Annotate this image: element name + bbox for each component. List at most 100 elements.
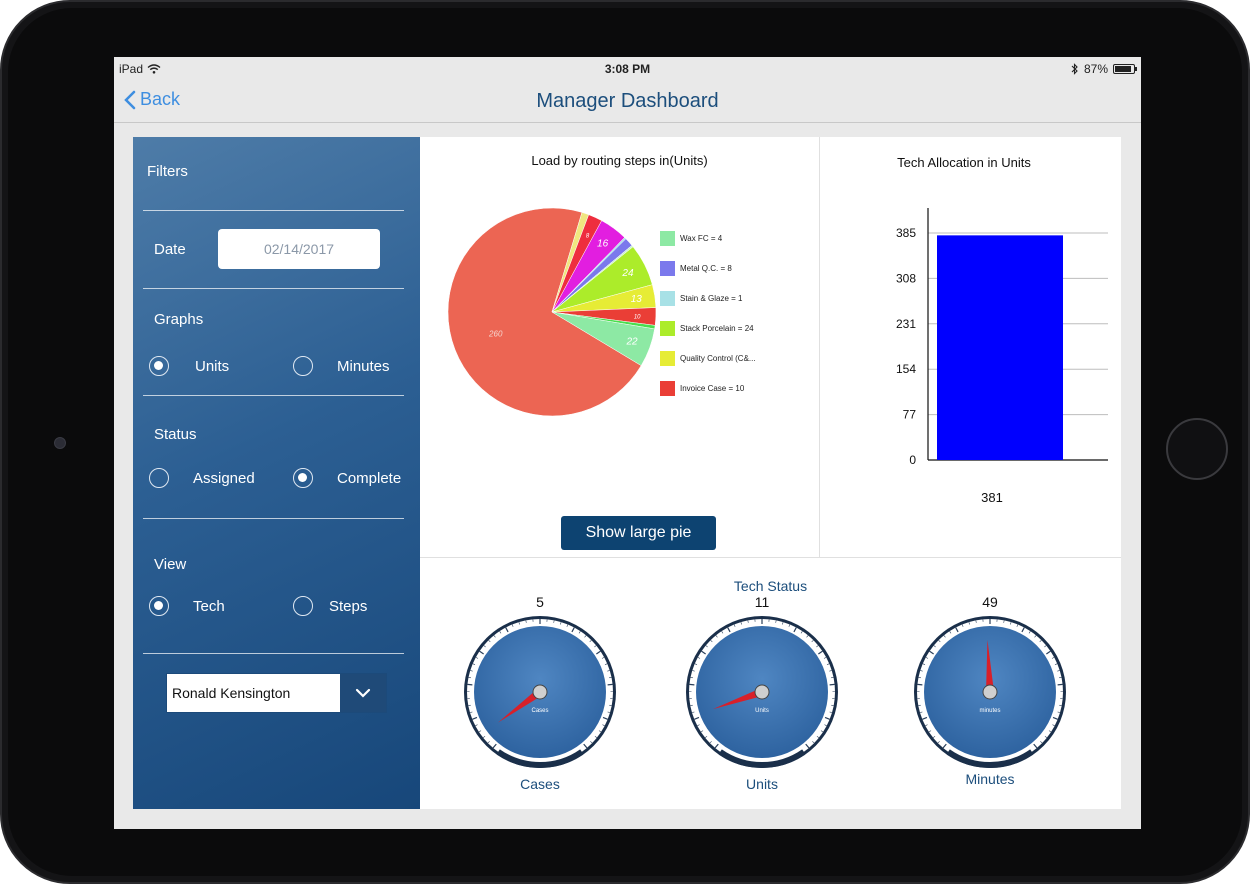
gauge-tick [692,670,695,672]
gauge-tick [709,741,712,744]
gauge-tick [488,639,491,643]
status-right: 87% [1071,62,1137,76]
date-input[interactable] [218,229,380,269]
gauge-tick [1054,663,1058,665]
radio-complete[interactable]: Complete [293,468,401,488]
date-label: Date [154,241,186,258]
gauge-tick [788,624,791,627]
gauge-center-label: Cases [531,708,548,714]
gauge-label: Units [746,776,778,792]
gauge-tick [475,724,478,727]
main-content: Load by routing steps in(Units) 260 8 16 24… [420,137,1121,809]
battery-icon [1113,64,1137,74]
radio-minutes[interactable]: Minutes [293,356,390,376]
gauge-tick [560,622,562,625]
show-large-pie-button[interactable]: Show large pie [561,516,716,550]
gauge-tick [701,650,706,655]
gauge-tick [1010,622,1012,625]
radio-tech[interactable]: Tech [149,596,225,616]
gauge-tick [607,670,610,672]
gauge-tick [812,741,815,744]
gauge-tick [925,724,928,727]
back-button[interactable]: Back [124,89,180,110]
legend-swatch [660,351,675,366]
gauge-tick [823,657,827,659]
pie-slice-label: 13 [631,294,643,305]
gauge-needle [986,640,994,693]
divider [143,288,404,289]
radio-label: Minutes [337,357,390,375]
gauge-tick [727,627,731,633]
gauge-tick [1016,624,1019,627]
divider [143,518,404,519]
gauge-gap [718,749,806,768]
gauge-label: Cases [520,776,560,792]
tech-select-toggle[interactable] [340,674,386,712]
gauge-tick [925,657,929,659]
gauge-tick [697,657,701,659]
gauge-tick [1044,735,1048,738]
y-tick-label: 154 [896,362,916,376]
gauge-tick [594,645,597,648]
gauge-tick [470,670,473,672]
radio-units[interactable]: Units [149,356,229,376]
pie-slice-label: 24 [621,268,634,279]
gauge-tick [816,735,820,738]
pie-slice-label: 16 [597,238,609,249]
gauge-tick [492,743,497,749]
gauge-dial: minutes [914,616,1066,768]
chevron-down-icon [355,688,371,698]
gauge-needle [497,688,543,723]
legend-label: Stain & Glaze = 1 [680,294,743,303]
gauge-tick [584,635,587,638]
gauge-hub [532,684,548,700]
gauge-tick [1044,645,1047,648]
radio-assigned[interactable]: Assigned [149,468,255,488]
wifi-icon [147,64,161,74]
gauge-tick [918,677,922,679]
gauge-tick [1057,711,1061,713]
pie-slice [551,311,655,366]
gauge-tick [479,650,484,655]
gauge-tick [607,683,613,686]
tech-select[interactable]: Ronald Kensington [166,673,387,713]
gauge-tick [1058,677,1062,679]
gauge-tick [583,743,588,749]
gauge-tick [829,711,833,713]
gauge-tick [811,639,814,643]
bluetooth-icon [1071,63,1078,75]
nav-bar: Back Manager Dashboard [114,81,1141,123]
gauge-tick [694,716,700,720]
radio-label: Complete [337,469,402,487]
gauge-tick [928,730,932,733]
divider [143,210,404,211]
gauge-tick [590,741,593,744]
pie-slice-label: 22 [625,336,638,347]
gauge-tick [499,631,502,634]
radio-circle [293,596,313,616]
gauge-tick [714,743,719,749]
gauge-tick [920,670,923,672]
gauge-tick [475,657,479,659]
page-title: Manager Dashboard [536,90,719,112]
radio-label: Units [195,357,230,375]
gauge-tick [608,677,612,679]
gauge-tick [818,650,823,655]
radio-circle [149,596,169,616]
gauge-tick [922,716,928,720]
legend-label: Metal Q.C. = 8 [680,264,732,273]
gauge-cases: 5 Cases Cases [460,558,620,810]
home-button[interactable] [1166,418,1228,480]
gauge-tick [1051,657,1055,659]
legend-item: Metal Q.C. = 8 [660,261,810,276]
divider [143,395,404,396]
legend-item: Stack Porcelain = 24 [660,321,810,336]
radio-steps[interactable]: Steps [293,596,367,616]
gauge-label: Minutes [965,771,1015,787]
legend-label: Wax FC = 4 [680,234,723,243]
legend-swatch [660,321,675,336]
gauge-tick [690,677,694,679]
gauge-tick [1048,730,1052,733]
gauge-tick [483,645,486,648]
